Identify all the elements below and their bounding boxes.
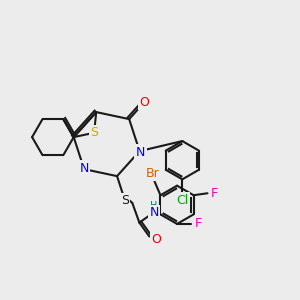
Text: O: O (151, 233, 161, 246)
Text: Br: Br (146, 167, 159, 180)
Text: N: N (136, 146, 145, 159)
Text: S: S (90, 126, 98, 139)
Text: F: F (194, 218, 201, 230)
Text: H: H (150, 201, 157, 211)
Text: N: N (150, 206, 159, 219)
Text: F: F (211, 187, 218, 200)
Text: N: N (80, 162, 89, 175)
Text: Cl: Cl (176, 194, 188, 207)
Text: O: O (140, 96, 149, 109)
Text: S: S (121, 194, 129, 207)
